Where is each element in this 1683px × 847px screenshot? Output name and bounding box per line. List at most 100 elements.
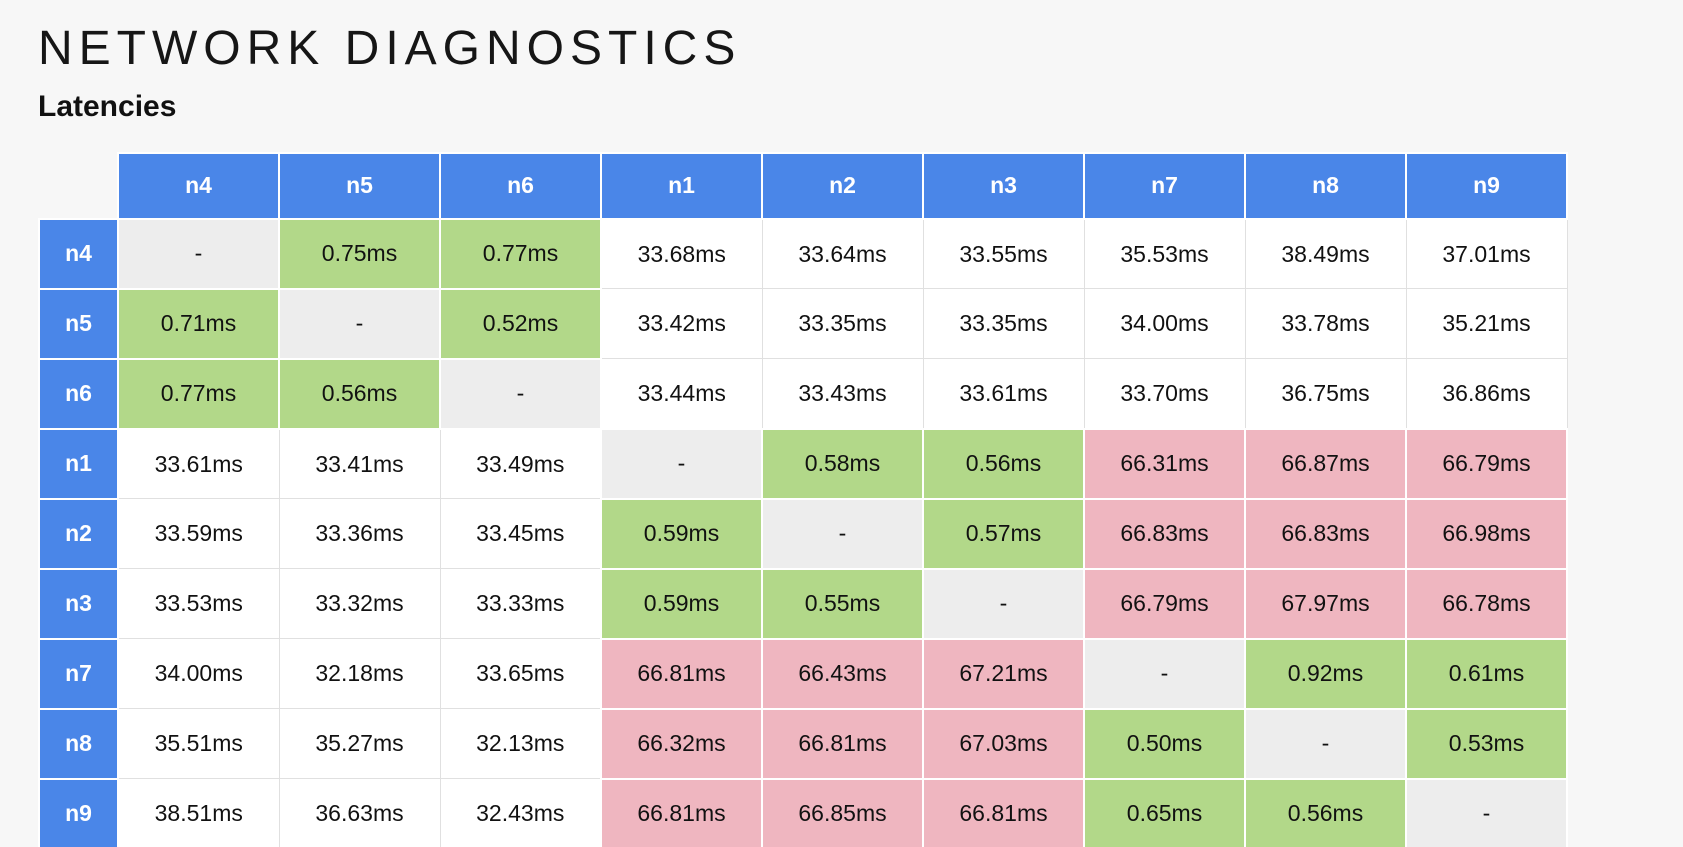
latency-cell-n1-n3: 0.56ms [922, 427, 1085, 500]
matrix-row-n1: n1 33.61ms 33.41ms 33.49ms -0.58ms 0.56ms 66.3… [38, 427, 1568, 500]
latency-cell-n8-n2: 66.81ms [761, 707, 924, 780]
latency-cell-n2-n9: 66.98ms [1405, 497, 1568, 570]
latency-cell-n1-n7: 66.31ms [1083, 427, 1246, 500]
latency-cell-n5-n8: 33.78ms [1244, 288, 1407, 360]
latency-cell-n6-n7: 33.70ms [1083, 358, 1246, 430]
row-header-n9: n9 [38, 777, 119, 847]
latency-cell-n6-n1: 33.44ms [600, 358, 763, 430]
row-header-n1: n1 [38, 427, 119, 500]
matrix-row-n2: n2 33.59ms 33.36ms 33.45ms 0.59ms -0.57ms 66.8… [38, 497, 1568, 570]
latency-cell-n9-n9: - [1405, 777, 1568, 847]
latency-cell-n1-n5: 33.41ms [278, 428, 441, 500]
latency-cell-n7-n7: - [1083, 637, 1246, 710]
matrix-row-n8: n8 35.51ms 35.27ms 32.13ms 66.32ms 66.81ms 67.… [38, 707, 1568, 780]
column-header-n7: n7 [1083, 151, 1246, 220]
matrix-row-n4: n4-0.75ms 0.77ms 33.68ms 33.64ms 33.55ms 35.5… [38, 217, 1568, 290]
latency-cell-n7-n8: 0.92ms [1244, 637, 1407, 710]
latency-cell-n5-n5: - [278, 287, 441, 360]
latency-cell-n6-n5: 0.56ms [278, 357, 441, 430]
latency-cell-n9-n6: 32.43ms [439, 778, 602, 847]
latency-cell-n2-n6: 33.45ms [439, 498, 602, 570]
latency-cell-n2-n7: 66.83ms [1083, 497, 1246, 570]
latency-cell-n2-n3: 0.57ms [922, 497, 1085, 570]
matrix-row-n7: n7 34.00ms 32.18ms 33.65ms 66.81ms 66.43ms 67.… [38, 637, 1568, 710]
latency-cell-n8-n4: 35.51ms [117, 708, 280, 780]
latency-cell-n2-n8: 66.83ms [1244, 497, 1407, 570]
latency-cell-n4-n1: 33.68ms [600, 218, 763, 290]
latency-cell-n4-n6: 0.77ms [439, 217, 602, 290]
matrix-row-n6: n6 0.77ms 0.56ms -33.44ms 33.43ms 33.61ms 33.7… [38, 357, 1568, 430]
corner-cell [39, 153, 118, 219]
column-header-n1: n1 [600, 151, 763, 220]
latency-cell-n7-n5: 32.18ms [278, 638, 441, 710]
latency-cell-n7-n2: 66.43ms [761, 637, 924, 710]
latency-cell-n3-n9: 66.78ms [1405, 567, 1568, 640]
latency-cell-n3-n7: 66.79ms [1083, 567, 1246, 640]
latency-cell-n1-n4: 33.61ms [117, 428, 280, 500]
matrix-row-n9: n9 38.51ms 36.63ms 32.43ms 66.81ms 66.85ms 66.… [38, 777, 1568, 847]
column-header-n6: n6 [439, 151, 602, 220]
latency-cell-n2-n4: 33.59ms [117, 498, 280, 570]
latency-cell-n4-n3: 33.55ms [922, 218, 1085, 290]
latency-cell-n2-n5: 33.36ms [278, 498, 441, 570]
latency-cell-n7-n4: 34.00ms [117, 638, 280, 710]
latency-cell-n1-n6: 33.49ms [439, 428, 602, 500]
column-header-n8: n8 [1244, 151, 1407, 220]
latency-cell-n1-n8: 66.87ms [1244, 427, 1407, 500]
column-header-n3: n3 [922, 151, 1085, 220]
latency-cell-n9-n2: 66.85ms [761, 777, 924, 847]
latency-cell-n5-n1: 33.42ms [600, 288, 763, 360]
latency-cell-n8-n8: - [1244, 707, 1407, 780]
latency-cell-n9-n8: 0.56ms [1244, 777, 1407, 847]
latency-cell-n2-n1: 0.59ms [600, 497, 763, 570]
page-title: NETWORK DIAGNOSTICS [38, 22, 742, 75]
latency-cell-n5-n9: 35.21ms [1405, 288, 1568, 360]
latency-cell-n9-n3: 66.81ms [922, 777, 1085, 847]
row-header-n3: n3 [38, 567, 119, 640]
latency-cell-n1-n2: 0.58ms [761, 427, 924, 500]
row-header-n5: n5 [38, 287, 119, 360]
latency-cell-n6-n8: 36.75ms [1244, 358, 1407, 430]
row-header-n6: n6 [38, 357, 119, 430]
latency-cell-n4-n4: - [117, 217, 280, 290]
latency-cell-n4-n8: 38.49ms [1244, 218, 1407, 290]
latency-cell-n4-n2: 33.64ms [761, 218, 924, 290]
latency-cell-n7-n3: 67.21ms [922, 637, 1085, 710]
latency-cell-n5-n7: 34.00ms [1083, 288, 1246, 360]
latency-cell-n9-n5: 36.63ms [278, 778, 441, 847]
latency-cell-n8-n5: 35.27ms [278, 708, 441, 780]
latency-cell-n6-n3: 33.61ms [922, 358, 1085, 430]
matrix-row-n3: n3 33.53ms 33.32ms 33.33ms 0.59ms 0.55ms -66.7… [38, 567, 1568, 640]
latency-cell-n5-n3: 33.35ms [922, 288, 1085, 360]
latency-cell-n3-n6: 33.33ms [439, 568, 602, 640]
latency-cell-n5-n6: 0.52ms [439, 287, 602, 360]
latency-cell-n9-n7: 0.65ms [1083, 777, 1246, 847]
latency-cell-n8-n6: 32.13ms [439, 708, 602, 780]
latency-cell-n3-n3: - [922, 567, 1085, 640]
latency-cell-n7-n6: 33.65ms [439, 638, 602, 710]
latency-cell-n4-n7: 35.53ms [1083, 218, 1246, 290]
latency-cell-n5-n2: 33.35ms [761, 288, 924, 360]
column-header-n2: n2 [761, 151, 924, 220]
latency-matrix-table: n4 n5 n6 n1 n2 n3 n7 n8 n9 n4-0.75ms 0.77ms 33.68m… [38, 151, 1568, 847]
column-header-n9: n9 [1405, 151, 1568, 220]
matrix-row-n5: n5 0.71ms -0.52ms 33.42ms 33.35ms 33.35ms 34.0… [38, 287, 1568, 360]
latency-cell-n3-n5: 33.32ms [278, 568, 441, 640]
latency-cell-n3-n2: 0.55ms [761, 567, 924, 640]
latency-cell-n8-n9: 0.53ms [1405, 707, 1568, 780]
latency-cell-n1-n1: - [600, 427, 763, 500]
latency-cell-n9-n1: 66.81ms [600, 777, 763, 847]
latency-cell-n7-n9: 0.61ms [1405, 637, 1568, 710]
latency-cell-n6-n2: 33.43ms [761, 358, 924, 430]
latency-cell-n5-n4: 0.71ms [117, 287, 280, 360]
row-header-n8: n8 [38, 707, 119, 780]
row-header-n7: n7 [38, 637, 119, 710]
latency-cell-n4-n5: 0.75ms [278, 217, 441, 290]
latency-cell-n3-n4: 33.53ms [117, 568, 280, 640]
latency-cell-n6-n4: 0.77ms [117, 357, 280, 430]
latency-cell-n8-n7: 0.50ms [1083, 707, 1246, 780]
latency-cell-n8-n1: 66.32ms [600, 707, 763, 780]
latency-cell-n3-n8: 67.97ms [1244, 567, 1407, 640]
latency-cell-n4-n9: 37.01ms [1405, 218, 1568, 290]
